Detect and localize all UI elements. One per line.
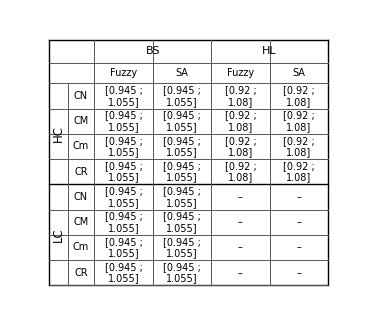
Text: BS: BS xyxy=(146,46,160,56)
Text: [0.92 ;
1.08]: [0.92 ; 1.08] xyxy=(283,136,315,157)
Text: Cm: Cm xyxy=(73,242,89,252)
Text: [0.92 ;
1.08]: [0.92 ; 1.08] xyxy=(283,110,315,132)
Text: [0.945 ;
1.055]: [0.945 ; 1.055] xyxy=(163,85,201,107)
Text: [0.945 ;
1.055]: [0.945 ; 1.055] xyxy=(163,136,201,157)
Text: –: – xyxy=(296,268,301,278)
Text: Fuzzy: Fuzzy xyxy=(110,68,137,78)
Text: [0.945 ;
1.055]: [0.945 ; 1.055] xyxy=(105,262,142,283)
Text: [0.945 ;
1.055]: [0.945 ; 1.055] xyxy=(105,186,142,208)
Text: –: – xyxy=(238,217,243,227)
Text: [0.945 ;
1.055]: [0.945 ; 1.055] xyxy=(163,237,201,258)
Text: –: – xyxy=(238,242,243,252)
Text: [0.92 ;
1.08]: [0.92 ; 1.08] xyxy=(224,85,256,107)
Text: CR: CR xyxy=(74,268,88,278)
Text: HL: HL xyxy=(262,46,277,56)
Text: CN: CN xyxy=(74,91,88,101)
Text: LC: LC xyxy=(52,227,64,242)
Text: [0.945 ;
1.055]: [0.945 ; 1.055] xyxy=(105,212,142,233)
Text: CN: CN xyxy=(74,192,88,202)
Text: –: – xyxy=(296,217,301,227)
Text: Fuzzy: Fuzzy xyxy=(227,68,254,78)
Text: [0.945 ;
1.055]: [0.945 ; 1.055] xyxy=(105,110,142,132)
Text: –: – xyxy=(296,242,301,252)
Text: [0.945 ;
1.055]: [0.945 ; 1.055] xyxy=(105,85,142,107)
Text: SA: SA xyxy=(176,68,188,78)
Text: –: – xyxy=(238,192,243,202)
Text: Cm: Cm xyxy=(73,141,89,151)
Text: [0.945 ;
1.055]: [0.945 ; 1.055] xyxy=(105,237,142,258)
Text: [0.945 ;
1.055]: [0.945 ; 1.055] xyxy=(163,262,201,283)
Text: [0.945 ;
1.055]: [0.945 ; 1.055] xyxy=(163,110,201,132)
Text: [0.945 ;
1.055]: [0.945 ; 1.055] xyxy=(163,212,201,233)
Text: [0.945 ;
1.055]: [0.945 ; 1.055] xyxy=(163,161,201,183)
Text: [0.92 ;
1.08]: [0.92 ; 1.08] xyxy=(224,161,256,183)
Text: SA: SA xyxy=(292,68,305,78)
Text: [0.945 ;
1.055]: [0.945 ; 1.055] xyxy=(163,186,201,208)
Text: –: – xyxy=(238,268,243,278)
Text: CM: CM xyxy=(73,116,89,126)
Text: [0.945 ;
1.055]: [0.945 ; 1.055] xyxy=(105,136,142,157)
Text: [0.945 ;
1.055]: [0.945 ; 1.055] xyxy=(105,161,142,183)
Text: –: – xyxy=(296,192,301,202)
Text: [0.92 ;
1.08]: [0.92 ; 1.08] xyxy=(283,85,315,107)
Text: HC: HC xyxy=(52,125,64,142)
Text: [0.92 ;
1.08]: [0.92 ; 1.08] xyxy=(224,110,256,132)
Text: CM: CM xyxy=(73,217,89,227)
Text: CR: CR xyxy=(74,167,88,177)
Text: [0.92 ;
1.08]: [0.92 ; 1.08] xyxy=(224,136,256,157)
Text: [0.92 ;
1.08]: [0.92 ; 1.08] xyxy=(283,161,315,183)
